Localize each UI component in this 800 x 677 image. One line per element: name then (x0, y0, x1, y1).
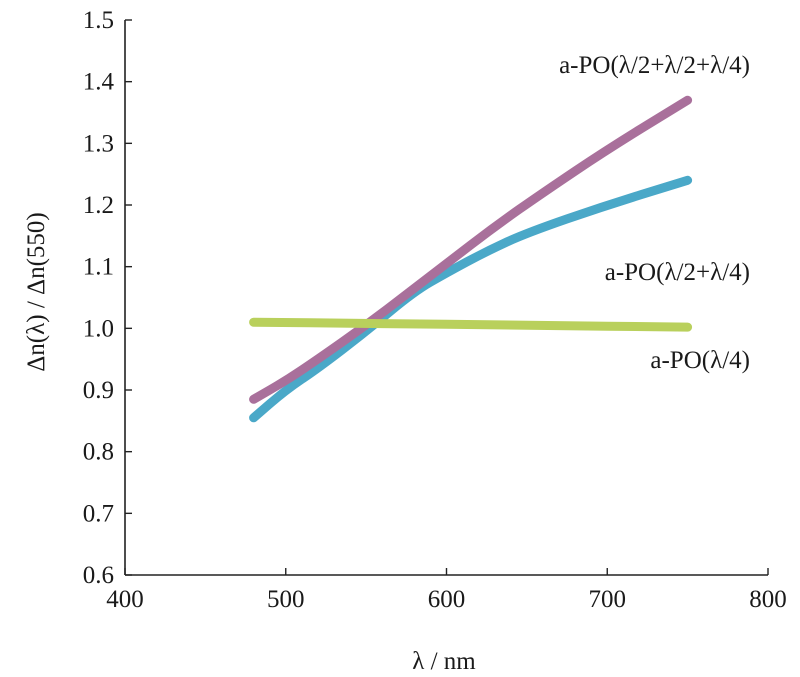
series-label-a-po-l2-l4: a-PO(λ/2+λ/4) (605, 259, 750, 286)
tick-labels: 0.6 0.7 0.8 0.9 1.0 1.1 1.2 1.3 1.4 1.5 400 500 600 7… (83, 7, 787, 613)
series-line-a-po-l2-l4 (249, 175, 693, 423)
x-tick-label: 800 (749, 586, 787, 613)
y-tick-label: 1.2 (83, 192, 114, 219)
axes (124, 19, 769, 576)
y-tick-label: 0.6 (83, 562, 114, 589)
y-tick-label: 0.7 (83, 500, 114, 527)
series-label-a-po-l4: a-PO(λ/4) (650, 347, 750, 374)
x-tick-label: 600 (428, 586, 466, 613)
x-tick-label: 700 (589, 586, 627, 613)
x-axis-title: λ / nm (412, 648, 476, 675)
y-tick-label: 0.9 (83, 377, 114, 404)
y-tick-label: 1.1 (83, 254, 114, 281)
y-tick-label: 1.5 (83, 7, 114, 34)
y-tick-label: 0.8 (83, 439, 114, 466)
x-tick-label: 400 (106, 586, 144, 613)
y-tick-label: 1.4 (83, 69, 115, 96)
series-label-a-po-l2-l2-l4: a-PO(λ/2+λ/2+λ/4) (559, 52, 750, 79)
series-line-a-po-l2-l2-l4 (249, 95, 693, 404)
y-tick-label: 1.3 (83, 130, 114, 157)
x-tick-label: 500 (267, 586, 305, 613)
series-layer (249, 95, 693, 423)
y-axis-title: Δn(λ) / Δn(550) (23, 212, 50, 372)
series-line-a-po-l4 (249, 317, 693, 332)
y-tick-label: 1.0 (83, 315, 114, 342)
